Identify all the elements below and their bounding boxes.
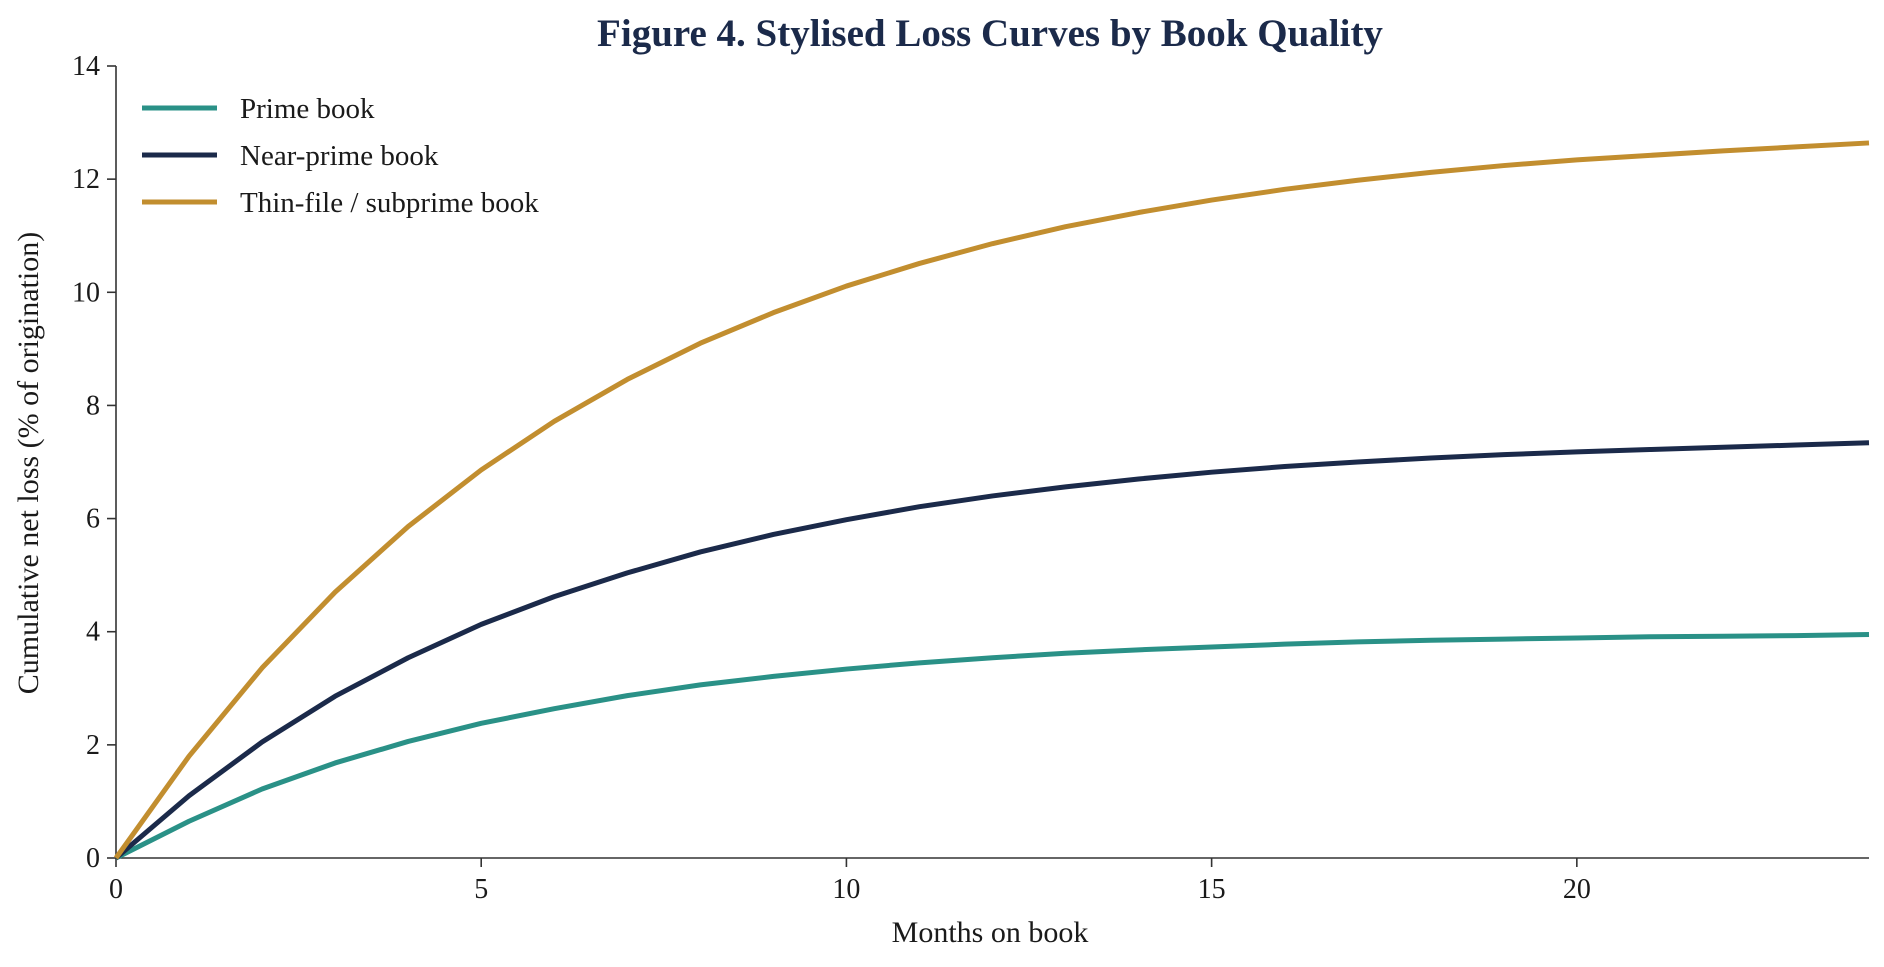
x-tick-label: 15 (1198, 874, 1226, 905)
series-line-3 (113, 140, 1870, 860)
legend-label-2: Near-prime book (240, 140, 439, 172)
y-tick-label: 12 (72, 164, 100, 195)
series-layer (113, 140, 1870, 861)
x-axis-label: Months on book (892, 916, 1089, 949)
series-line-2 (114, 440, 1870, 860)
series-line-1 (114, 632, 1870, 861)
y-tick-label: 0 (86, 843, 100, 874)
y-tick-label: 2 (86, 730, 100, 761)
y-axis-label: Cumulative net loss (% of origination) (12, 232, 45, 694)
y-tick-label: 4 (86, 617, 100, 648)
x-tick-label: 20 (1563, 874, 1591, 905)
y-tick-label: 6 (86, 504, 100, 535)
chart-title: Figure 4. Stylised Loss Curves by Book Q… (597, 12, 1383, 55)
y-tick-label: 8 (86, 390, 100, 421)
y-tick-label: 14 (72, 51, 100, 82)
axes: 0 2 4 6 8 10 12 14 0 5 10 15 20 (72, 51, 1869, 905)
x-tick-label: 0 (109, 874, 123, 905)
legend: Prime book Near-prime book Thin-file / sub… (142, 93, 539, 219)
legend-label-1: Prime book (240, 93, 375, 125)
legend-label-3: Thin-file / subprime book (240, 187, 539, 219)
x-tick-label: 10 (832, 874, 860, 905)
y-tick-label: 10 (72, 277, 100, 308)
x-tick-label: 5 (474, 874, 488, 905)
